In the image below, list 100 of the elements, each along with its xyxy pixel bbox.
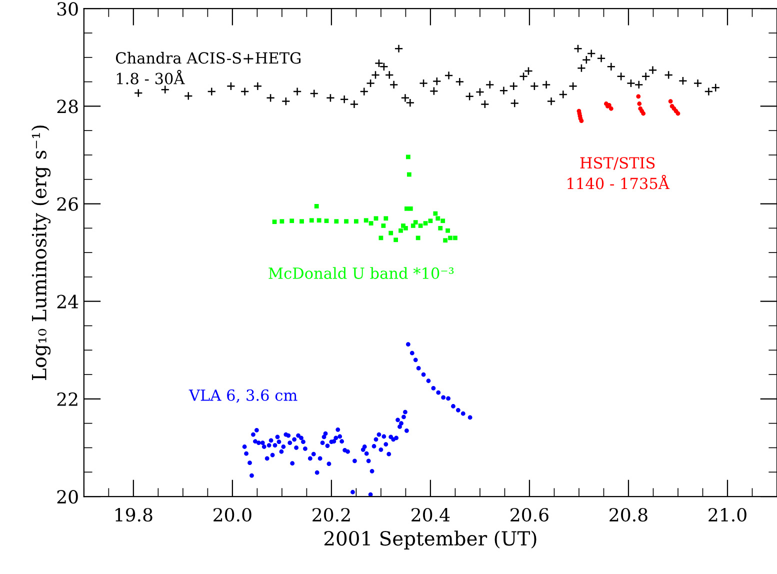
point — [394, 238, 398, 242]
point — [499, 86, 508, 96]
point — [546, 96, 556, 106]
point — [440, 218, 446, 224]
point — [443, 238, 448, 243]
point — [678, 76, 688, 86]
point — [406, 98, 415, 108]
point — [134, 88, 143, 98]
point — [344, 219, 348, 224]
point — [281, 96, 290, 106]
point — [253, 82, 262, 91]
point — [596, 54, 606, 63]
series-label: Chandra ACIS-S+HETG 1.8 - 30Å — [116, 52, 301, 84]
point — [579, 118, 584, 124]
point — [334, 219, 339, 224]
x-tick-label: 20.0 — [214, 508, 252, 522]
x-axis-title: 2001 September (UT) — [324, 530, 536, 550]
point — [634, 80, 644, 90]
point — [530, 82, 539, 91]
x-tick-label: 20.4 — [412, 508, 450, 522]
point — [418, 224, 423, 228]
point — [480, 100, 490, 109]
point — [413, 220, 418, 225]
x-tick-label: 20.6 — [510, 508, 548, 522]
point — [423, 221, 428, 226]
point — [378, 236, 384, 240]
x-tick-label: 19.8 — [116, 508, 152, 522]
point — [568, 82, 578, 91]
point — [438, 226, 443, 230]
point — [368, 221, 374, 226]
point — [388, 230, 394, 236]
point — [384, 70, 394, 80]
point — [641, 72, 650, 81]
point — [408, 206, 413, 211]
point — [436, 216, 440, 221]
point — [266, 93, 275, 102]
point — [160, 85, 170, 94]
point — [465, 92, 474, 101]
text: HST/STIS 1140 - 1735Å — [568, 157, 670, 190]
point — [398, 228, 403, 233]
point — [226, 82, 236, 91]
point — [433, 211, 438, 216]
y-tick-label: 28 — [57, 100, 78, 114]
point — [389, 80, 398, 90]
point — [374, 58, 384, 68]
point — [641, 111, 646, 116]
point — [324, 218, 329, 224]
point — [384, 216, 388, 221]
point — [354, 219, 358, 224]
point — [608, 106, 614, 111]
point — [404, 206, 409, 211]
point — [455, 77, 464, 86]
point — [693, 78, 702, 88]
point — [577, 64, 586, 73]
point — [360, 87, 369, 96]
point — [292, 87, 302, 96]
point — [485, 80, 494, 90]
point — [371, 70, 380, 80]
point — [404, 226, 408, 230]
point — [428, 218, 433, 224]
point — [290, 218, 294, 224]
point — [406, 172, 412, 177]
point — [429, 86, 438, 96]
point — [207, 87, 216, 96]
point — [406, 154, 410, 160]
point — [453, 236, 458, 240]
point — [310, 89, 319, 98]
x-tick-label: 21.0 — [708, 508, 746, 522]
point — [410, 224, 416, 228]
x-tick-label: 20.8 — [610, 508, 648, 522]
x-tick-label: 20.2 — [312, 508, 350, 522]
point — [446, 228, 450, 233]
point — [444, 71, 454, 80]
y-tick-label: 30 — [57, 2, 78, 16]
point — [316, 218, 322, 223]
series-label: McDonald U band *10⁻³ — [268, 267, 454, 279]
point — [350, 100, 359, 109]
point — [558, 90, 568, 99]
point — [394, 44, 404, 54]
point — [300, 219, 304, 224]
point — [626, 78, 636, 88]
y-tick-label: 26 — [57, 197, 78, 211]
y-axis-title: Log₁₀ Luminosity (erg s⁻¹) — [31, 126, 51, 380]
point — [476, 88, 484, 96]
point — [637, 102, 642, 106]
point — [668, 99, 673, 104]
point — [340, 94, 349, 104]
point — [448, 236, 452, 240]
point — [606, 62, 616, 72]
point — [419, 78, 428, 88]
point — [364, 218, 368, 223]
point — [648, 66, 658, 75]
series-label: VLA 6, 3.6 cm — [188, 389, 298, 403]
point — [664, 70, 674, 80]
point — [314, 204, 319, 208]
point — [326, 93, 335, 102]
point — [240, 87, 250, 96]
point — [510, 98, 520, 108]
point — [184, 92, 193, 100]
point — [432, 76, 442, 86]
